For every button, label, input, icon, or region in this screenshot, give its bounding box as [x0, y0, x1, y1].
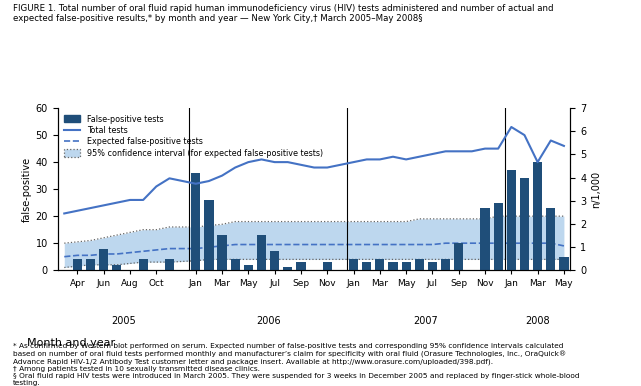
Bar — [99, 249, 108, 270]
Bar — [322, 262, 332, 270]
Text: 2008: 2008 — [526, 316, 550, 326]
Bar — [388, 262, 397, 270]
Text: 2006: 2006 — [256, 316, 280, 326]
Bar — [231, 259, 240, 270]
Bar — [86, 259, 95, 270]
Bar — [441, 259, 450, 270]
Bar — [73, 259, 82, 270]
Bar — [507, 170, 516, 270]
Text: FIGURE 1. Total number of oral fluid rapid human immunodeficiency virus (HIV) te: FIGURE 1. Total number of oral fluid rap… — [13, 4, 553, 23]
Bar — [349, 259, 358, 270]
Y-axis label: n/1,000: n/1,000 — [590, 171, 601, 208]
Bar — [362, 262, 371, 270]
Bar — [494, 203, 503, 270]
Bar — [270, 251, 279, 270]
Bar — [480, 208, 490, 270]
Bar — [204, 200, 213, 270]
Bar — [112, 265, 121, 270]
Text: Month and year: Month and year — [27, 338, 115, 348]
Bar — [454, 243, 463, 270]
Bar — [375, 259, 385, 270]
Bar — [546, 208, 555, 270]
Text: 2005: 2005 — [111, 316, 136, 326]
Y-axis label: false-positive: false-positive — [21, 157, 31, 222]
Bar — [283, 267, 292, 270]
Bar — [296, 262, 306, 270]
Bar — [257, 235, 266, 270]
Bar — [244, 265, 253, 270]
Bar — [560, 257, 569, 270]
Bar — [533, 162, 542, 270]
Bar — [428, 262, 437, 270]
Bar — [401, 262, 411, 270]
Text: 2007: 2007 — [413, 316, 438, 326]
Legend: False-positive tests, Total tests, Expected false-positive tests, 95% confidence: False-positive tests, Total tests, Expec… — [62, 112, 325, 160]
Bar — [520, 178, 529, 270]
Text: * As confirmed by Western blot performed on serum. Expected number of false-posi: * As confirmed by Western blot performed… — [13, 343, 579, 386]
Bar — [191, 173, 201, 270]
Bar — [138, 259, 148, 270]
Bar — [165, 259, 174, 270]
Bar — [415, 259, 424, 270]
Bar — [217, 235, 227, 270]
